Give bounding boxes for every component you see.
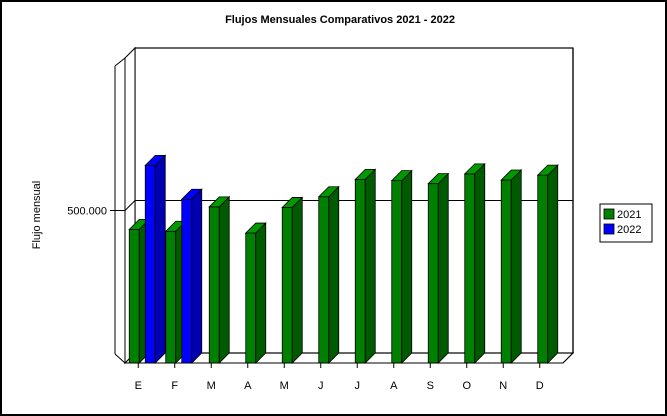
legend-swatch xyxy=(603,223,615,235)
x-tick-label: A xyxy=(244,380,252,392)
bar-top xyxy=(354,168,377,180)
bar-top xyxy=(180,188,203,200)
legend-label: 2021 xyxy=(617,209,641,221)
bar-front xyxy=(427,183,439,364)
x-tick-label: J xyxy=(355,380,361,392)
bar-front xyxy=(500,179,512,364)
x-tick-label: A xyxy=(390,380,398,392)
bar-top xyxy=(427,173,450,185)
bar-2021-J xyxy=(317,185,340,364)
bar-2021-J xyxy=(354,168,377,364)
bar-top xyxy=(281,197,304,208)
bar-side xyxy=(437,172,449,364)
bar-front xyxy=(165,230,177,364)
bar-front xyxy=(281,207,293,364)
x-tick-label: M xyxy=(207,380,216,392)
bar-side xyxy=(154,154,166,364)
bar-side xyxy=(255,222,267,364)
bar-2021-O xyxy=(463,162,486,364)
bar-front xyxy=(245,232,257,364)
bar-top xyxy=(500,169,523,181)
bar-2022-E xyxy=(144,154,167,364)
bar-top xyxy=(144,154,167,166)
bar-side xyxy=(364,168,376,364)
bar-2021-S xyxy=(427,172,450,364)
bar-2021-M xyxy=(208,195,231,364)
bar-side xyxy=(401,169,413,364)
bar-side xyxy=(291,196,303,364)
x-tick-label: S xyxy=(427,380,434,392)
bar-front xyxy=(208,206,220,364)
x-tick-label: O xyxy=(462,380,471,392)
x-tick-label: E xyxy=(135,380,142,392)
bar-front xyxy=(391,180,403,364)
bar-front xyxy=(318,196,330,364)
y-axis-base xyxy=(114,353,126,364)
bar-2021-N xyxy=(500,169,523,364)
x-tick-label: D xyxy=(536,380,544,392)
legend: 2021 2022 xyxy=(599,203,653,243)
legend-label: 2022 xyxy=(617,224,641,236)
bar-side xyxy=(474,162,486,364)
y-tick-label: 500.000 xyxy=(67,206,107,218)
bar-front xyxy=(464,173,476,364)
bar-side xyxy=(510,169,522,364)
x-tick-label: F xyxy=(171,380,178,392)
bar-top xyxy=(536,164,559,176)
x-tick-label: J xyxy=(318,380,324,392)
bar-2021-M xyxy=(281,196,304,364)
bar-2021-A xyxy=(244,222,267,364)
legend-swatch xyxy=(603,208,615,220)
x-tick-label: M xyxy=(280,380,289,392)
bar-front xyxy=(128,229,140,364)
gridline xyxy=(124,200,573,211)
bar-side xyxy=(218,195,230,364)
x-tick-label: N xyxy=(499,380,507,392)
bar-2021-D xyxy=(536,164,559,364)
bar-top xyxy=(208,196,231,208)
bar-side xyxy=(328,185,340,364)
bar-top xyxy=(317,186,340,198)
bar-front xyxy=(354,178,366,364)
bar-2021-A xyxy=(390,169,413,364)
bar-front xyxy=(144,164,156,364)
bar-top xyxy=(463,163,486,175)
bar-top xyxy=(244,222,267,234)
floor-edge xyxy=(562,352,574,364)
bar-side xyxy=(191,188,203,364)
y-axis-label: Flujo mensual xyxy=(31,181,43,249)
bar-2022-F xyxy=(180,188,203,364)
plot-area: 500.000 E F M A M J J A S O N D xyxy=(67,46,575,392)
bar-front xyxy=(181,198,193,364)
bar-top xyxy=(390,170,413,182)
y-axis-cap xyxy=(114,57,126,67)
chart-title: Flujos Mensuales Comparativos 2021 - 202… xyxy=(225,14,455,26)
bar-front xyxy=(537,174,549,364)
bar-side xyxy=(547,164,559,364)
